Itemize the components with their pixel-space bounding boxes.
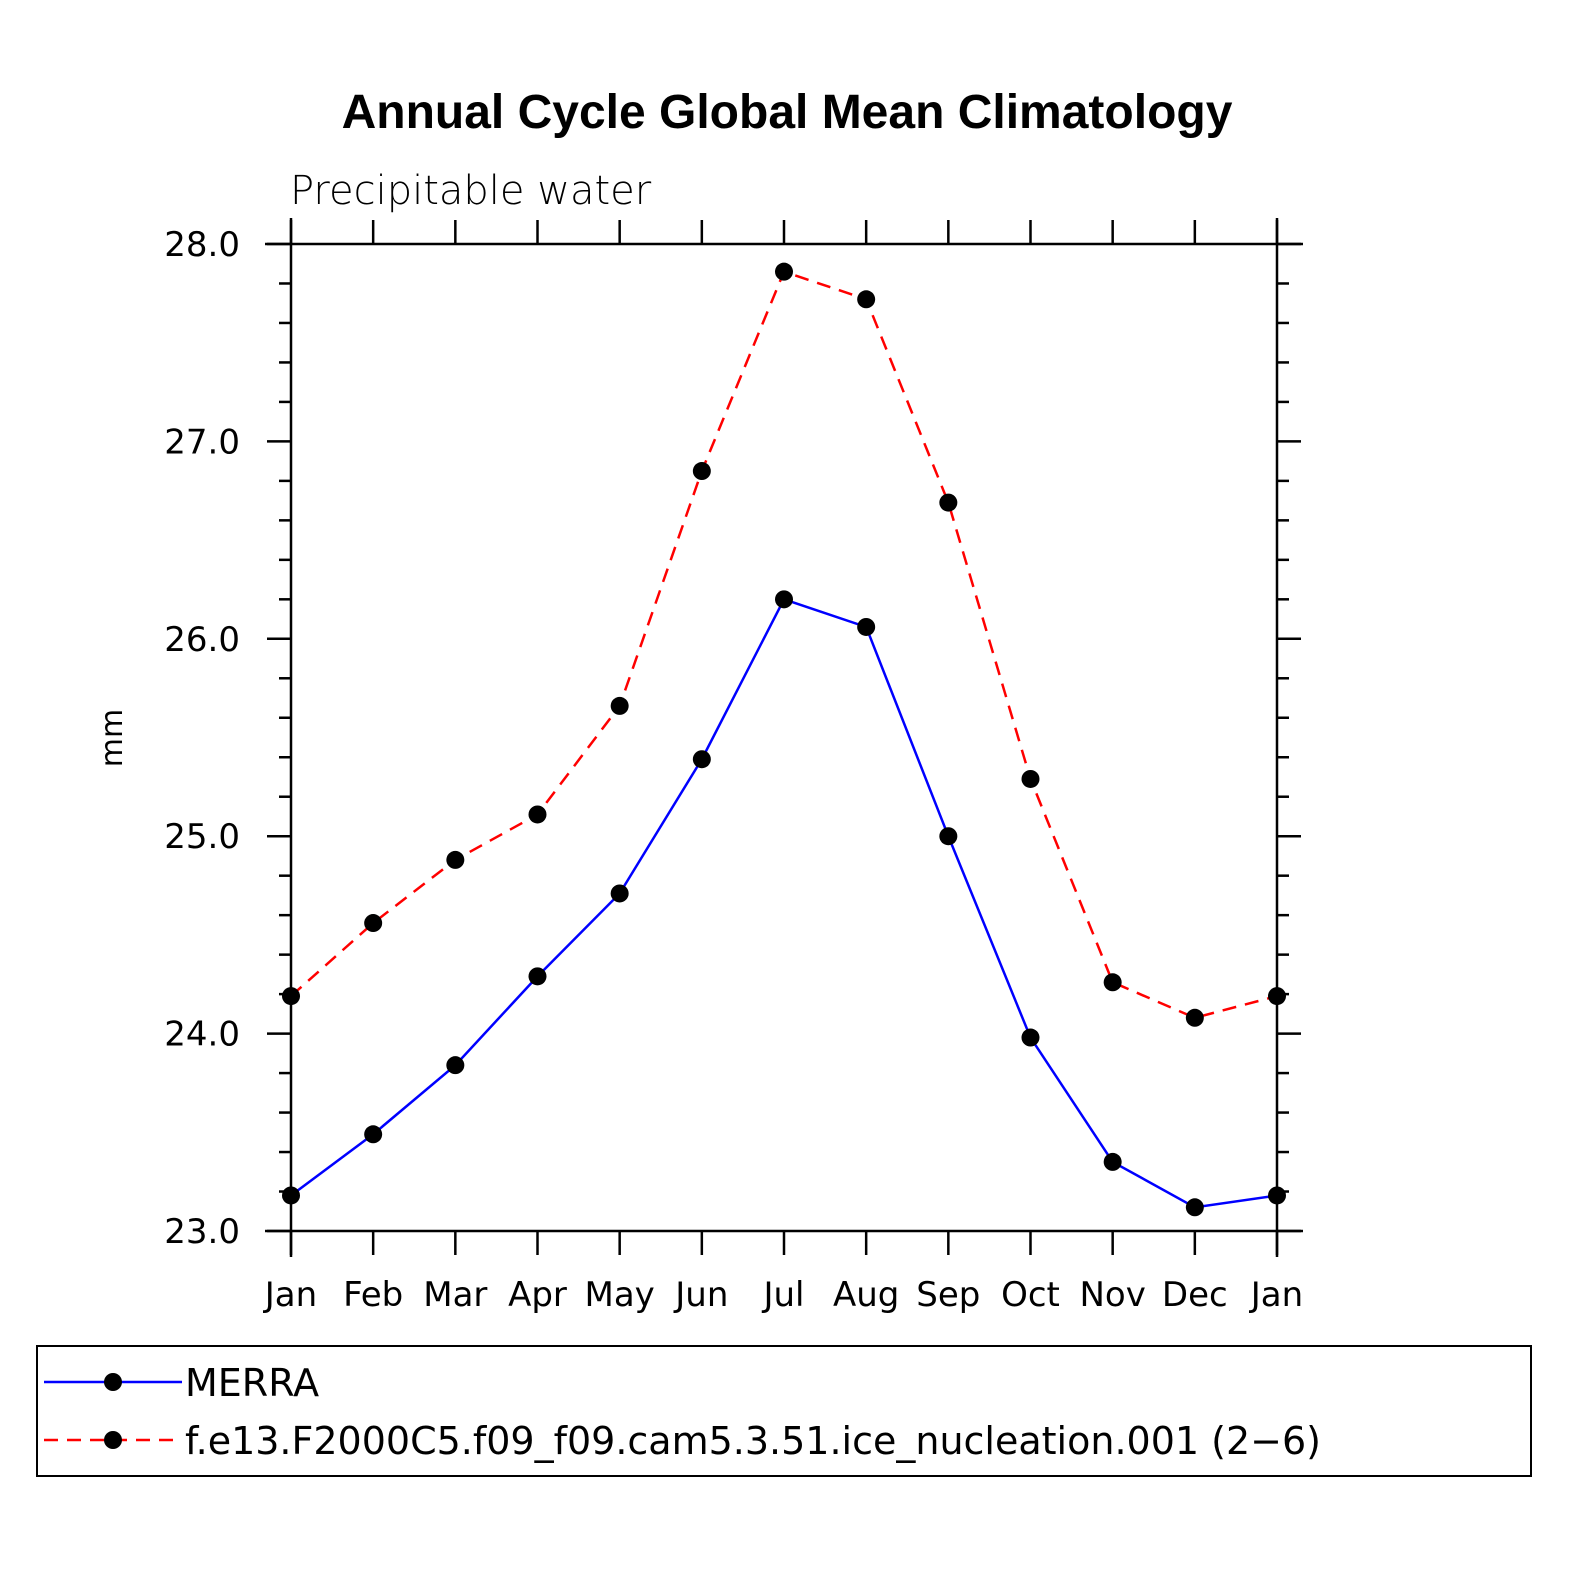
y-tick-label: 24.0 — [164, 1015, 240, 1055]
data-point — [610, 884, 629, 903]
data-point — [1185, 1008, 1204, 1027]
plot-area: Jan Feb Mar Apr May Jun Jul Aug Sep Oct Nov Dec Jan 2… — [95, 218, 1303, 1315]
data-point — [939, 827, 958, 846]
data-point — [1185, 1198, 1204, 1217]
legend-marker-1 — [104, 1373, 122, 1391]
x-tick-label: Dec — [1162, 1275, 1228, 1315]
x-tick-label: Sep — [916, 1275, 980, 1315]
data-point — [282, 987, 300, 1006]
data-point — [528, 805, 547, 824]
y-tick-label: 27.0 — [164, 422, 240, 462]
data-point — [1021, 769, 1040, 788]
y-tick-label: 26.0 — [164, 620, 240, 660]
data-point — [1103, 973, 1122, 992]
x-tick-label: Apr — [508, 1275, 567, 1315]
data-point — [446, 1056, 465, 1075]
x-tick-label: Jun — [673, 1275, 728, 1315]
data-point — [1268, 1186, 1286, 1205]
data-point — [775, 262, 793, 281]
x-tick-label: Nov — [1079, 1275, 1145, 1315]
data-point — [1103, 1152, 1122, 1171]
legend-label-2: f.e13.F2000C5.f09_f09.cam5.3.51.ice_nucl… — [185, 1419, 1321, 1463]
x-tick-label: Feb — [343, 1275, 403, 1315]
data-point — [364, 1125, 383, 1144]
chart-title: Annual Cycle Global Mean Climatology — [342, 86, 1233, 139]
x-tick-label: Jul — [761, 1275, 804, 1315]
series-line-1 — [290, 597, 1278, 1209]
x-tick-label: Jan — [263, 1275, 317, 1315]
legend-box — [36, 1345, 1532, 1477]
data-point — [692, 462, 711, 481]
x-tick-label: Aug — [833, 1275, 899, 1315]
series-line-2 — [290, 270, 1278, 1020]
data-point — [692, 750, 711, 769]
x-tick-label: May — [585, 1275, 655, 1315]
y-tick-label: 25.0 — [164, 817, 240, 857]
legend-marker-2 — [104, 1431, 122, 1449]
x-tick-label: Jan — [1249, 1275, 1303, 1315]
y-axis-label: mm — [95, 709, 130, 767]
data-point — [282, 1186, 300, 1205]
data-point — [528, 967, 547, 986]
chart-subtitle: Precipitable water — [290, 168, 652, 214]
data-point — [939, 493, 958, 512]
data-point — [446, 850, 465, 869]
data-point — [364, 914, 383, 933]
data-point — [857, 290, 876, 309]
data-point — [857, 617, 876, 636]
data-point — [1021, 1028, 1040, 1047]
data-point — [1268, 987, 1286, 1006]
legend-label-1: MERRA — [185, 1361, 319, 1405]
x-tick-label: Mar — [423, 1275, 487, 1315]
legend: MERRA f.e13.F2000C5.f09_f09.cam5.3.51.ice… — [36, 1345, 1532, 1477]
data-point — [775, 590, 793, 609]
y-tick-label: 23.0 — [164, 1212, 240, 1252]
y-tick-label: 28.0 — [164, 225, 240, 265]
data-point — [610, 696, 629, 715]
x-tick-label: Oct — [1001, 1275, 1060, 1315]
